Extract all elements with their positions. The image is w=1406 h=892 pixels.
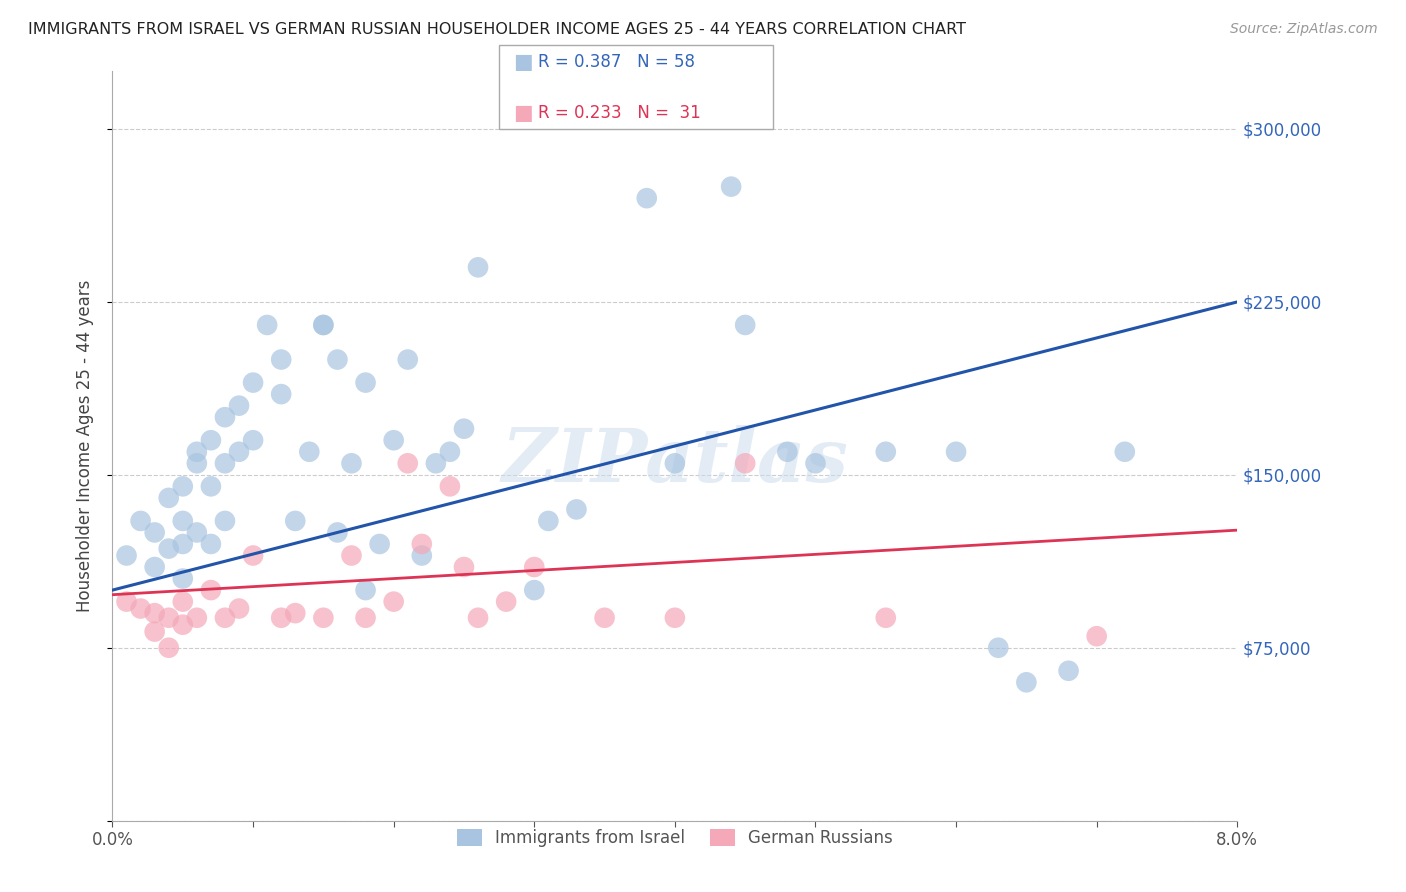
Point: [298, 444, 321, 458]
Text: R = 0.387   N = 58: R = 0.387 N = 58: [538, 54, 696, 71]
Point: [593, 611, 616, 625]
Text: R = 0.233   N =  31: R = 0.233 N = 31: [538, 104, 702, 122]
Point: [143, 606, 166, 620]
Point: [439, 479, 461, 493]
Point: [143, 560, 166, 574]
Point: [214, 611, 236, 625]
Text: ■: ■: [513, 53, 533, 72]
Point: [172, 514, 194, 528]
Point: [157, 491, 180, 505]
Point: [396, 456, 419, 470]
Point: [804, 456, 827, 470]
Point: [200, 537, 222, 551]
Legend: Immigrants from Israel, German Russians: Immigrants from Israel, German Russians: [450, 822, 900, 854]
Point: [340, 456, 363, 470]
Point: [720, 179, 742, 194]
Point: [734, 456, 756, 470]
Point: [242, 549, 264, 563]
Point: [495, 594, 517, 608]
Point: [411, 549, 433, 563]
Point: [354, 376, 377, 390]
Point: [467, 611, 489, 625]
Point: [270, 352, 292, 367]
Text: ZIPatlas: ZIPatlas: [502, 425, 848, 497]
Point: [228, 444, 250, 458]
Point: [1085, 629, 1108, 643]
Point: [284, 514, 307, 528]
Point: [537, 514, 560, 528]
Point: [664, 611, 686, 625]
Point: [987, 640, 1010, 655]
Point: [256, 318, 278, 332]
Point: [228, 601, 250, 615]
Point: [636, 191, 658, 205]
Point: [368, 537, 391, 551]
Point: [284, 606, 307, 620]
Point: [453, 560, 475, 574]
Point: [214, 514, 236, 528]
Point: [270, 611, 292, 625]
Point: [1015, 675, 1038, 690]
Point: [172, 572, 194, 586]
Point: [228, 399, 250, 413]
Point: [143, 525, 166, 540]
Text: ■: ■: [513, 103, 533, 123]
Point: [1057, 664, 1080, 678]
Point: [172, 617, 194, 632]
Point: [945, 444, 967, 458]
Point: [776, 444, 799, 458]
Point: [242, 434, 264, 448]
Point: [242, 376, 264, 390]
Point: [326, 525, 349, 540]
Point: [186, 525, 208, 540]
Point: [354, 583, 377, 598]
Point: [115, 549, 138, 563]
Point: [186, 456, 208, 470]
Point: [354, 611, 377, 625]
Point: [172, 479, 194, 493]
Point: [200, 434, 222, 448]
Point: [312, 611, 335, 625]
Point: [523, 583, 546, 598]
Point: [143, 624, 166, 639]
Point: [129, 601, 152, 615]
Point: [172, 594, 194, 608]
Point: [382, 434, 405, 448]
Point: [312, 318, 335, 332]
Point: [734, 318, 756, 332]
Point: [157, 541, 180, 556]
Y-axis label: Householder Income Ages 25 - 44 years: Householder Income Ages 25 - 44 years: [76, 280, 94, 612]
Text: Source: ZipAtlas.com: Source: ZipAtlas.com: [1230, 22, 1378, 37]
Point: [270, 387, 292, 401]
Point: [467, 260, 489, 275]
Point: [411, 537, 433, 551]
Point: [664, 456, 686, 470]
Point: [382, 594, 405, 608]
Point: [439, 444, 461, 458]
Point: [396, 352, 419, 367]
Point: [340, 549, 363, 563]
Text: IMMIGRANTS FROM ISRAEL VS GERMAN RUSSIAN HOUSEHOLDER INCOME AGES 25 - 44 YEARS C: IMMIGRANTS FROM ISRAEL VS GERMAN RUSSIAN…: [28, 22, 966, 37]
Point: [214, 410, 236, 425]
Point: [453, 422, 475, 436]
Point: [326, 352, 349, 367]
Point: [565, 502, 588, 516]
Point: [129, 514, 152, 528]
Point: [214, 456, 236, 470]
Point: [523, 560, 546, 574]
Point: [200, 479, 222, 493]
Point: [172, 537, 194, 551]
Point: [1114, 444, 1136, 458]
Point: [312, 318, 335, 332]
Point: [875, 611, 897, 625]
Point: [186, 444, 208, 458]
Point: [186, 611, 208, 625]
Point: [115, 594, 138, 608]
Point: [157, 640, 180, 655]
Point: [875, 444, 897, 458]
Point: [425, 456, 447, 470]
Point: [157, 611, 180, 625]
Point: [200, 583, 222, 598]
